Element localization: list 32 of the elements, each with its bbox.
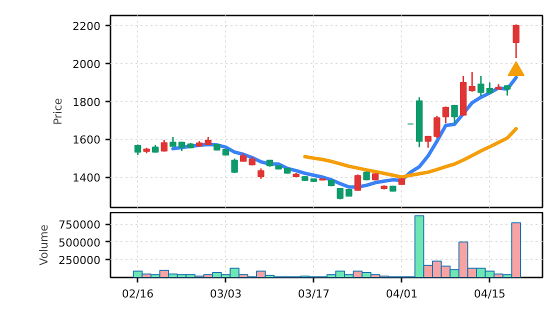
- y-tick-label: 500000: [58, 236, 101, 250]
- candlestick: [170, 136, 176, 148]
- x-tick-label: 04/15: [474, 288, 506, 300]
- y-tick-label: 2000: [72, 58, 101, 71]
- y-tick-label: 1600: [72, 134, 101, 147]
- y-axis-title: Price: [52, 98, 65, 125]
- y-axis-title: Volume: [38, 224, 51, 266]
- candlestick: [354, 174, 362, 192]
- candlestick: [478, 75, 484, 97]
- line-series: [303, 127, 518, 179]
- line-series: [171, 76, 518, 189]
- candlestick: [442, 106, 450, 124]
- candlestick: [468, 71, 476, 93]
- candlestick: [504, 84, 511, 96]
- candlestick: [486, 82, 494, 95]
- y-tick-label: 2200: [72, 20, 101, 33]
- candlestick: [434, 115, 440, 139]
- y-tick-label: 1400: [72, 172, 101, 185]
- x-tick-label: 03/17: [298, 288, 330, 300]
- x-tick-label: 02/16: [122, 288, 154, 300]
- candlestick: [512, 24, 520, 59]
- candlestick: [231, 158, 238, 174]
- x-tick-label: 04/01: [386, 288, 418, 300]
- x-tick-label: 03/03: [210, 288, 242, 300]
- y-tick-label: 1800: [72, 96, 101, 109]
- candlestick: [178, 141, 186, 152]
- candlestick: [134, 144, 142, 156]
- y-tick-label: 250000: [58, 254, 101, 268]
- candlestick: [258, 168, 264, 180]
- candlestick: [336, 187, 344, 200]
- y-tick-label: 750000: [58, 218, 101, 232]
- candlestick: [451, 104, 458, 124]
